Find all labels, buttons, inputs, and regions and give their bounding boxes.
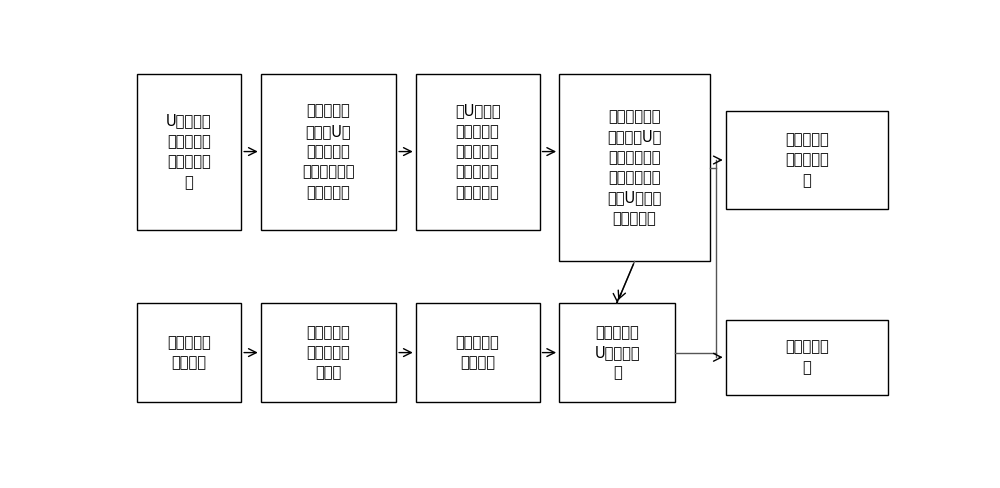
Bar (416, 303, 540, 403)
Bar (137, 74, 241, 229)
Bar (559, 303, 675, 403)
Bar (137, 303, 241, 403)
Text: 待焊接区域
清理，U形
肋组装，机
器人定位焊；
定位焊打磨: 待焊接区域 清理，U形 肋组装，机 器人定位焊； 定位焊打磨 (302, 103, 355, 200)
Bar (261, 303, 396, 403)
Text: 适宜的焊接
规范参数: 适宜的焊接 规范参数 (456, 335, 500, 370)
Text: 适宜的焊枪
水平夹角和
前倾角: 适宜的焊枪 水平夹角和 前倾角 (307, 325, 350, 381)
Bar (726, 111, 888, 209)
Text: U形肋坡口
加工、压型
，桥面板下
料: U形肋坡口 加工、压型 ，桥面板下 料 (166, 114, 212, 190)
Text: 将U形肋板
单元放在反
变形翻转胎
上，使二者
中心线重合: 将U形肋板 单元放在反 变形翻转胎 上，使二者 中心线重合 (455, 103, 500, 200)
Text: 合适的气体
保护焊丝: 合适的气体 保护焊丝 (167, 335, 211, 370)
Text: 移动装置和
悬臂行走机
构: 移动装置和 悬臂行走机 构 (785, 132, 829, 188)
Bar (726, 320, 888, 395)
Bar (416, 74, 540, 229)
Text: 机器人焊接
U形肋角焊
缝: 机器人焊接 U形肋角焊 缝 (594, 325, 640, 381)
Bar (261, 74, 396, 229)
Text: 在反变形翻转
胎上卡固U形
肋板单元并进
行反变形，使
待焊U形肋处
于水平位置: 在反变形翻转 胎上卡固U形 肋板单元并进 行反变形，使 待焊U形肋处 于水平位置 (607, 109, 662, 226)
Text: 电弧跟踪系
统: 电弧跟踪系 统 (785, 340, 829, 375)
Bar (559, 74, 710, 262)
